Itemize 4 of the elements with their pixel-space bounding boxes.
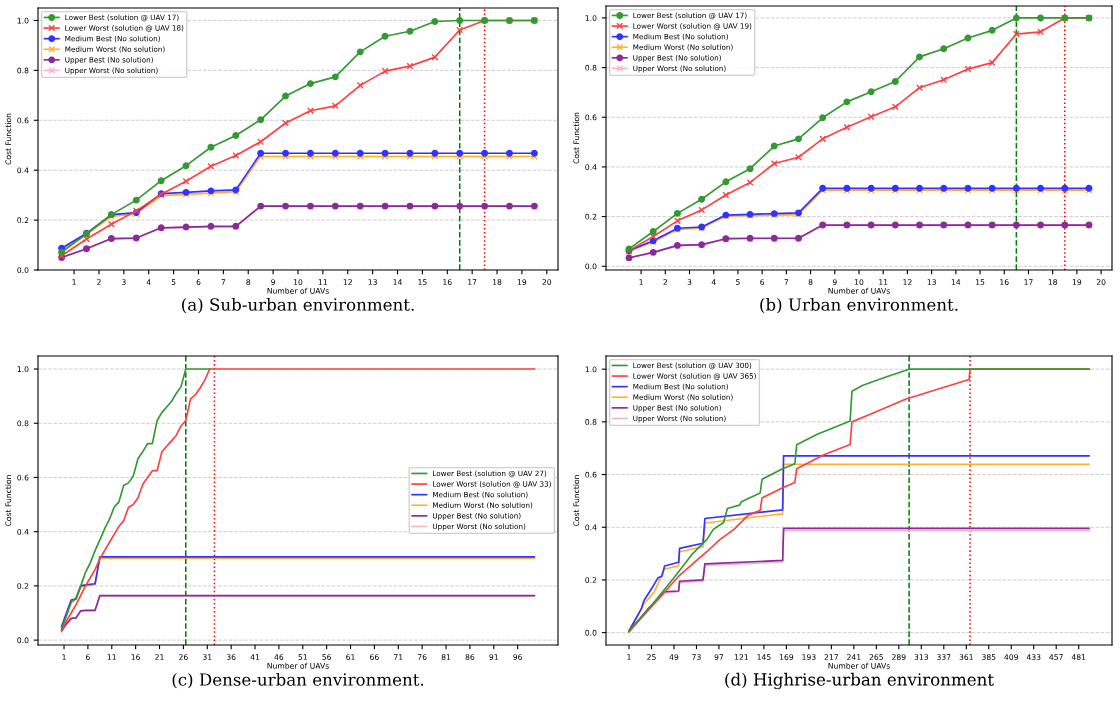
text: (c) Dense-urban environment. [172,672,424,689]
text: (d) Highrise-urban environment [725,672,994,690]
text: (a) Sub-urban environment. [182,297,414,314]
text: (b) Urban environment. [760,297,958,314]
